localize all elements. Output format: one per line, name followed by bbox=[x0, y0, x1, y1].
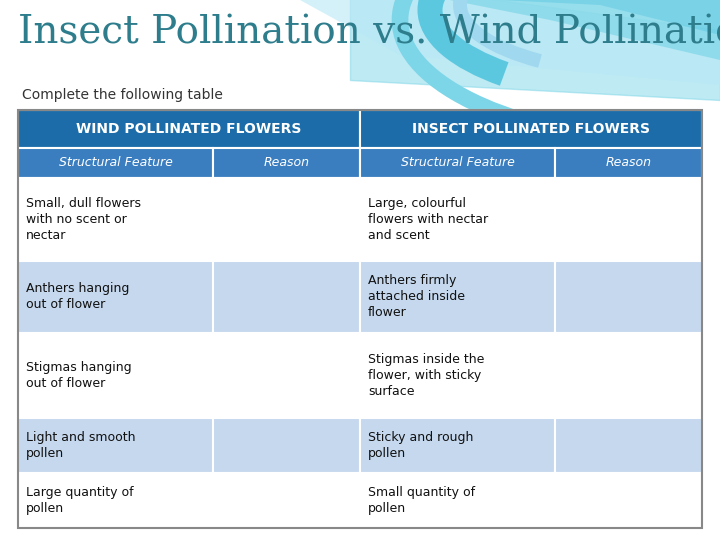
Bar bbox=[18, 110, 360, 148]
Text: Light and smooth
pollen: Light and smooth pollen bbox=[26, 431, 135, 460]
Bar bbox=[555, 178, 702, 261]
Bar bbox=[555, 261, 702, 333]
Bar bbox=[555, 148, 702, 178]
Text: Insect Pollination vs. Wind Pollination: Insect Pollination vs. Wind Pollination bbox=[18, 15, 720, 52]
Text: Anthers hanging
out of flower: Anthers hanging out of flower bbox=[26, 282, 130, 311]
Text: Reason: Reason bbox=[264, 157, 310, 170]
Bar bbox=[213, 148, 360, 178]
Bar bbox=[18, 418, 213, 473]
Text: Structural Feature: Structural Feature bbox=[400, 157, 514, 170]
Bar bbox=[360, 418, 555, 473]
Text: Complete the following table: Complete the following table bbox=[22, 88, 223, 102]
Text: INSECT POLLINATED FLOWERS: INSECT POLLINATED FLOWERS bbox=[412, 122, 650, 136]
Text: Structural Feature: Structural Feature bbox=[58, 157, 172, 170]
Bar bbox=[213, 333, 360, 418]
Bar bbox=[213, 473, 360, 528]
Text: Large, colourful
flowers with nectar
and scent: Large, colourful flowers with nectar and… bbox=[368, 197, 488, 242]
Bar bbox=[360, 473, 555, 528]
Bar bbox=[18, 178, 213, 261]
Bar bbox=[18, 148, 213, 178]
Text: Large quantity of
pollen: Large quantity of pollen bbox=[26, 486, 134, 515]
Bar bbox=[360, 148, 555, 178]
Bar bbox=[360, 110, 702, 148]
Text: Anthers firmly
attached inside
flower: Anthers firmly attached inside flower bbox=[368, 274, 465, 319]
Text: Sticky and rough
pollen: Sticky and rough pollen bbox=[368, 431, 473, 460]
Bar bbox=[18, 333, 213, 418]
Bar bbox=[360, 178, 555, 261]
Bar bbox=[18, 261, 213, 333]
Text: Small quantity of
pollen: Small quantity of pollen bbox=[368, 486, 475, 515]
Bar bbox=[555, 418, 702, 473]
Bar bbox=[555, 473, 702, 528]
Bar bbox=[18, 110, 702, 528]
Bar bbox=[213, 261, 360, 333]
Bar bbox=[360, 333, 555, 418]
Polygon shape bbox=[500, 0, 720, 35]
Text: WIND POLLINATED FLOWERS: WIND POLLINATED FLOWERS bbox=[76, 122, 302, 136]
Text: Reason: Reason bbox=[606, 157, 652, 170]
Text: Stigmas hanging
out of flower: Stigmas hanging out of flower bbox=[26, 361, 132, 390]
Text: Stigmas inside the
flower, with sticky
surface: Stigmas inside the flower, with sticky s… bbox=[368, 353, 485, 398]
Bar bbox=[18, 473, 213, 528]
Bar bbox=[213, 418, 360, 473]
Bar bbox=[360, 261, 555, 333]
Polygon shape bbox=[450, 0, 720, 60]
Bar bbox=[213, 178, 360, 261]
Bar bbox=[555, 333, 702, 418]
Polygon shape bbox=[300, 0, 720, 85]
Text: Small, dull flowers
with no scent or
nectar: Small, dull flowers with no scent or nec… bbox=[26, 197, 141, 242]
